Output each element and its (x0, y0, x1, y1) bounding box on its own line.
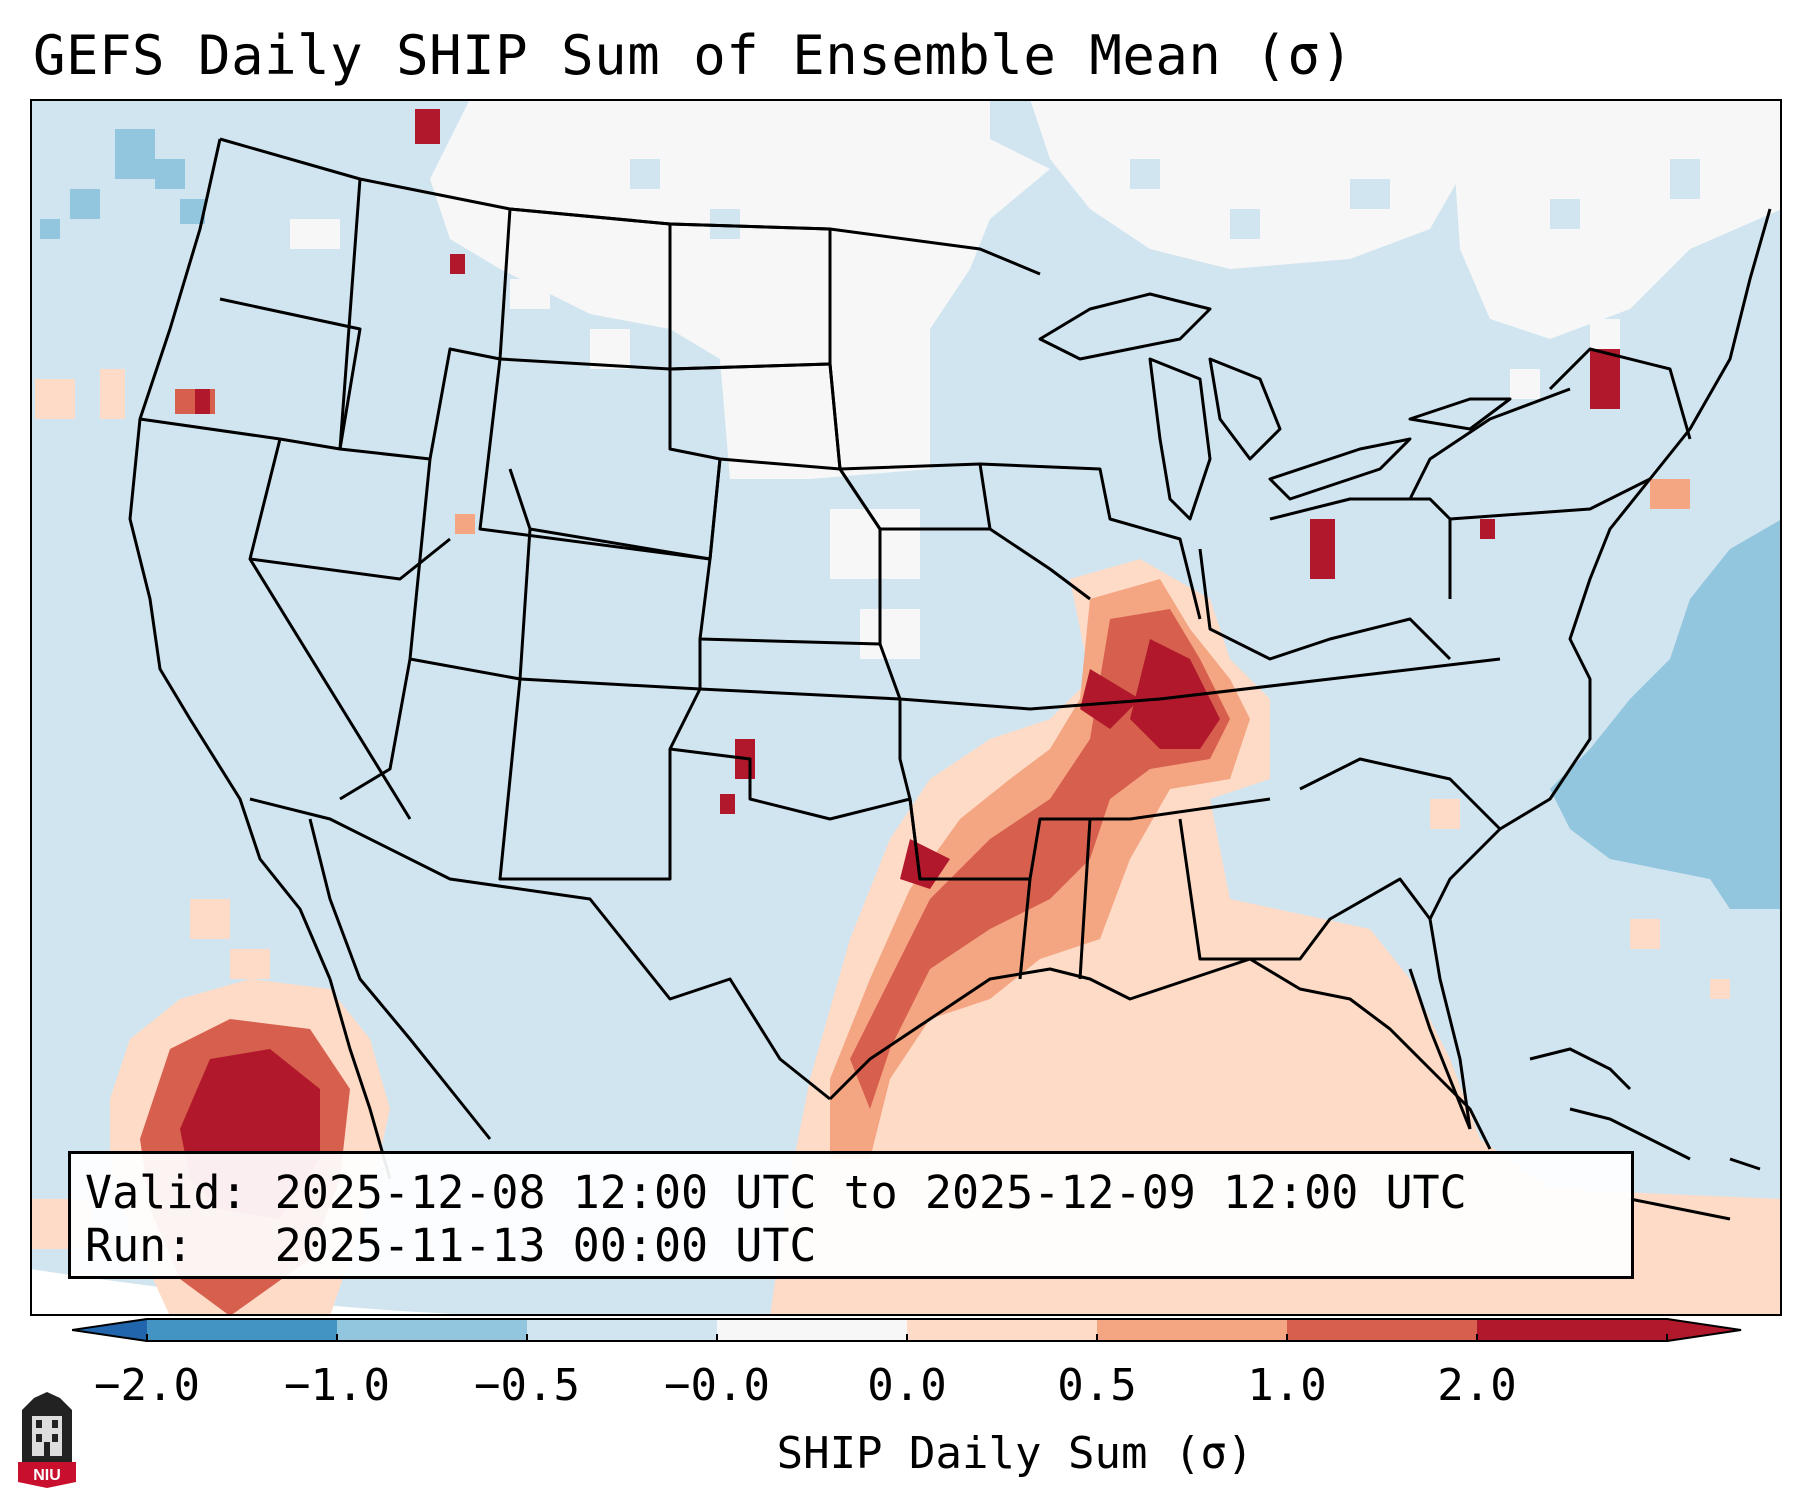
colorbar-segment (717, 1318, 908, 1342)
logo-text: NIU (33, 1467, 61, 1484)
caribbean-islands (1529, 1047, 1761, 1221)
atlantic-negative-region (1550, 519, 1782, 909)
colorbar-tick-label: −0.0 (664, 1360, 770, 1411)
colorbar-tick-label: −2.0 (94, 1360, 200, 1411)
map-canvas (30, 99, 1782, 1316)
colorbar-label: SHIP Daily Sum (σ) (776, 1428, 1254, 1479)
colorbar-segment (1097, 1318, 1288, 1342)
scattered-positive-spots (35, 109, 1730, 999)
map-panel (30, 99, 1782, 1316)
run-value: 2025-11-13 00:00 UTC (274, 1219, 817, 1272)
valid-label: Valid: (85, 1166, 248, 1219)
near-zero-north (290, 99, 1782, 659)
valid-value: 2025-12-08 12:00 UTC to 2025-12-09 12:00… (274, 1166, 1467, 1219)
colorbar-segment (527, 1318, 718, 1342)
colorbar-segment (147, 1318, 338, 1342)
pacific-negative-speckles (40, 129, 205, 239)
colorbar-segment (1287, 1318, 1478, 1342)
colorbar-segment (907, 1318, 1098, 1342)
colorbar-extend-high (1667, 1318, 1742, 1342)
boundaries (128, 137, 1772, 1180)
colorbar-tick-label: 2.0 (1437, 1360, 1517, 1411)
projection-edge-left (30, 1269, 530, 1316)
colorbar-extend-low (72, 1318, 147, 1342)
colorbar-tick-label: 0.5 (1057, 1360, 1137, 1411)
colorbar-tick-label: −1.0 (284, 1360, 390, 1411)
colorbar-tick-label: 0.0 (867, 1360, 947, 1411)
chart-title: GEFS Daily SHIP Sum of Ensemble Mean (σ) (33, 24, 1354, 87)
niu-logo: NIU (18, 1392, 76, 1488)
light-blue-speckles (630, 159, 1700, 239)
colorbar-tick-label: 1.0 (1247, 1360, 1327, 1411)
colorbar (72, 1318, 1742, 1342)
colorbar-tick-label: −0.5 (474, 1360, 580, 1411)
run-label: Run: (85, 1219, 194, 1272)
info-box: Valid: 2025-12-08 12:00 UTC to 2025-12-0… (68, 1151, 1634, 1279)
colorbar-segment (1477, 1318, 1668, 1342)
colorbar-segment (337, 1318, 528, 1342)
